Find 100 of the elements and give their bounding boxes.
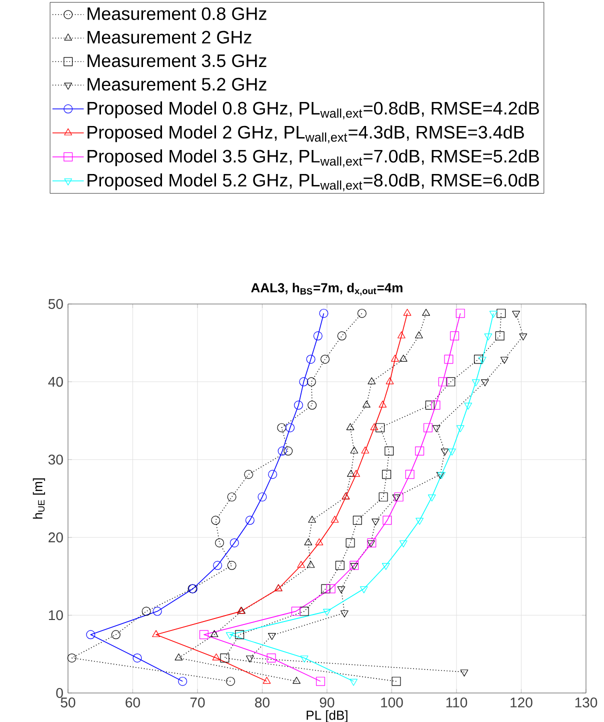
point — [378, 400, 387, 408]
point — [211, 516, 220, 525]
point — [326, 584, 336, 594]
point — [512, 310, 520, 318]
y-tick-label: 10 — [48, 610, 63, 620]
point — [378, 492, 388, 502]
point — [244, 470, 254, 479]
point — [398, 331, 406, 338]
point — [308, 516, 316, 523]
legend-label: Measurement 3.5 GHz — [88, 54, 266, 68]
point — [340, 610, 348, 618]
point — [235, 630, 244, 640]
x-tick-label: 70 — [190, 698, 205, 708]
point — [152, 630, 160, 638]
point — [294, 400, 304, 410]
point — [337, 586, 346, 594]
point — [199, 630, 208, 640]
point — [268, 633, 276, 640]
legend-label: Proposed Model 3.5 GHz, PL$_{wall,ext}$=7.0dB, RMSE=5.2dB — [88, 149, 539, 168]
y-tick-label: 0 — [56, 688, 63, 698]
chart-title: AAL3, h$_{BS}$=7m, d$_{x,out}$=4m — [251, 282, 402, 296]
point — [152, 606, 162, 616]
point — [277, 423, 286, 432]
point — [392, 676, 401, 686]
point — [297, 560, 306, 568]
legend-label: Measurement 2 GHz — [88, 30, 252, 44]
point — [246, 656, 254, 662]
point — [422, 308, 430, 316]
y-axis-title: h$_{UE}$ [m] — [32, 478, 46, 519]
point — [428, 494, 436, 502]
y-tick-label: 50 — [48, 299, 63, 309]
point — [382, 516, 392, 525]
point — [481, 379, 489, 386]
point — [415, 331, 423, 338]
point — [415, 446, 424, 456]
legend-label: Proposed Model 2 GHz, PL$_{wall,ext}$=4.3dB, RMSE=3.4dB — [88, 125, 524, 144]
point — [386, 377, 394, 384]
point — [472, 379, 480, 386]
point — [321, 584, 330, 594]
point — [350, 560, 359, 570]
point — [226, 676, 236, 686]
point — [306, 560, 315, 568]
point — [446, 377, 456, 386]
point — [424, 423, 432, 432]
x-tick-label: 110 — [446, 698, 468, 708]
point — [347, 470, 355, 477]
point — [438, 377, 448, 386]
point — [372, 518, 380, 526]
x-tick-label: 50 — [60, 698, 76, 708]
point — [382, 470, 392, 479]
point — [299, 377, 308, 386]
point — [291, 606, 300, 616]
point — [489, 310, 498, 318]
point — [258, 492, 267, 502]
point — [361, 446, 370, 454]
point — [384, 446, 394, 456]
point — [394, 492, 404, 502]
y-tick-label: 20 — [48, 532, 63, 542]
point — [266, 653, 276, 662]
point — [337, 331, 346, 340]
point — [360, 586, 368, 594]
point — [142, 606, 151, 616]
point — [405, 470, 414, 479]
point — [178, 676, 188, 686]
point — [227, 560, 236, 570]
point — [292, 676, 300, 684]
point — [174, 653, 183, 660]
point — [300, 656, 308, 662]
point — [67, 653, 76, 662]
point — [403, 308, 412, 316]
point — [519, 333, 528, 340]
point — [391, 354, 399, 362]
point — [399, 354, 408, 362]
point — [350, 678, 358, 686]
point — [432, 425, 440, 432]
point — [86, 630, 96, 640]
point — [262, 676, 271, 684]
point — [431, 400, 440, 410]
point — [319, 308, 328, 318]
point — [370, 423, 378, 430]
point — [210, 630, 218, 638]
point — [320, 354, 330, 364]
x-tick-label: 120 — [510, 698, 532, 708]
point — [335, 560, 344, 570]
point — [227, 492, 236, 502]
point — [357, 308, 366, 318]
legend-label: Measurement 5.2 GHz — [88, 78, 266, 91]
point — [132, 653, 142, 662]
y-tick-label: 40 — [48, 376, 63, 387]
point — [399, 540, 408, 548]
legend-label: Measurement 0.8 GHz — [88, 7, 266, 20]
point — [215, 538, 224, 548]
x-tick-label: 100 — [381, 698, 403, 708]
point — [304, 538, 312, 546]
x-tick-label: 60 — [126, 698, 140, 708]
x-axis-title: PL [dB] — [306, 710, 348, 722]
point — [368, 377, 376, 384]
point — [352, 516, 362, 525]
x-tick-label: 90 — [320, 698, 334, 708]
point — [330, 516, 339, 523]
